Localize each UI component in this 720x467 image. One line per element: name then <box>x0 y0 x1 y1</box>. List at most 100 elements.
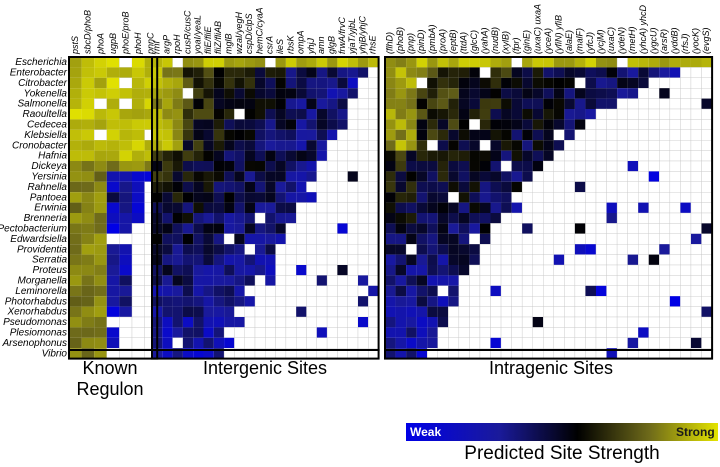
heatmap-cell <box>255 77 266 89</box>
heatmap-cell <box>606 202 618 213</box>
heatmap-cell <box>385 192 396 203</box>
heatmap-cell <box>490 88 502 99</box>
heatmap-cell <box>648 233 660 245</box>
heatmap-cell <box>406 317 417 328</box>
heatmap-cell <box>458 233 470 245</box>
heatmap-cell <box>182 67 194 78</box>
heatmap-cell <box>648 181 660 193</box>
heatmap-cell <box>234 140 245 151</box>
heatmap-cell <box>213 254 225 265</box>
heatmap-cell <box>479 213 491 224</box>
heatmap-cell <box>385 109 396 120</box>
heatmap-cell <box>638 77 649 89</box>
heatmap-cell <box>690 223 702 234</box>
heatmap-cell <box>347 306 359 318</box>
heatmap-cell <box>368 296 379 307</box>
heatmap-cell <box>172 202 183 213</box>
heatmap-cell <box>94 150 107 161</box>
heatmap-cell <box>416 348 428 359</box>
heatmap-cell <box>255 265 266 276</box>
heatmap-cell <box>395 254 407 265</box>
heatmap-cell <box>638 233 649 245</box>
heatmap-cell <box>285 192 297 203</box>
heatmap-cell <box>659 98 671 110</box>
heatmap-cell <box>690 181 702 193</box>
heatmap-cell <box>690 160 702 172</box>
heatmap-cell <box>81 181 95 193</box>
column-label: (eptB) <box>448 29 458 54</box>
heatmap-cell <box>406 254 417 265</box>
heatmap-cell <box>81 161 95 172</box>
heatmap-cell <box>532 150 544 161</box>
heatmap-cell <box>316 233 328 245</box>
heatmap-cell <box>501 171 512 182</box>
heatmap-cell <box>521 316 533 328</box>
heatmap-cell <box>69 161 82 172</box>
heatmap-cell <box>144 57 158 68</box>
heatmap-cell <box>234 67 245 78</box>
heatmap-cell <box>203 181 214 193</box>
heatmap-cell <box>106 244 120 255</box>
heatmap-cell <box>162 244 173 255</box>
heatmap-cell <box>357 129 369 141</box>
heatmap-cell <box>182 140 194 151</box>
heatmap-cell <box>132 98 145 109</box>
column-label: csrA <box>265 36 275 54</box>
heatmap-cell <box>511 233 523 245</box>
row-label: Yersinia <box>31 172 67 183</box>
heatmap-cell <box>564 285 576 297</box>
heatmap-cell <box>347 181 359 193</box>
column-label: rbsK <box>285 34 295 54</box>
heatmap-cell <box>326 150 338 162</box>
heatmap-cell <box>522 77 533 89</box>
heatmap-cell <box>162 98 173 109</box>
heatmap-cell <box>574 109 586 120</box>
heatmap-cell <box>659 306 671 318</box>
heatmap-cell <box>616 129 628 141</box>
heatmap-cell <box>119 306 132 317</box>
heatmap-cell <box>131 296 145 307</box>
heatmap-cell <box>500 296 512 307</box>
heatmap-cell <box>285 150 297 161</box>
heatmap-cell <box>638 67 649 78</box>
heatmap-cell <box>182 109 194 120</box>
heatmap-cell <box>347 243 359 255</box>
heatmap-cell <box>94 109 107 120</box>
column-label: cspD/clpS <box>244 13 254 54</box>
heatmap-cell <box>81 109 95 120</box>
heatmap-cell <box>265 77 276 89</box>
heatmap-cell <box>224 150 235 161</box>
row-labels: EscherichiaEnterobacterCitrobacterYokene… <box>0 57 68 359</box>
heatmap-cell <box>427 254 438 265</box>
heatmap-cell <box>296 181 307 193</box>
heatmap-cell <box>595 129 607 141</box>
heatmap-cell <box>648 139 660 151</box>
heatmap-cell <box>511 285 523 297</box>
heatmap-cell <box>680 150 692 162</box>
heatmap-cell <box>255 57 266 68</box>
heatmap-cell <box>132 67 145 78</box>
heatmap-cell <box>193 223 204 234</box>
heatmap-cell <box>627 77 639 89</box>
heatmap-cell <box>213 265 225 276</box>
heatmap-cell <box>296 119 307 130</box>
heatmap-cell <box>347 191 359 203</box>
heatmap-cell <box>627 306 639 318</box>
heatmap-cell <box>479 285 491 297</box>
heatmap-cell <box>616 223 628 234</box>
heatmap-cell <box>595 233 607 245</box>
heatmap-cell <box>326 139 338 151</box>
heatmap-cell <box>469 140 480 151</box>
heatmap-cell <box>244 275 255 286</box>
heatmap-cell <box>244 306 256 318</box>
heatmap-cell <box>511 56 523 68</box>
heatmap-cell <box>275 171 286 182</box>
heatmap-cell <box>521 191 533 203</box>
heatmap-cell <box>385 77 396 89</box>
heatmap-cell <box>182 202 194 213</box>
heatmap-cell <box>285 119 297 130</box>
heatmap-cell <box>265 223 276 234</box>
heatmap-cell <box>94 119 107 130</box>
heatmap-cell <box>553 171 565 182</box>
heatmap-cell <box>193 161 204 172</box>
